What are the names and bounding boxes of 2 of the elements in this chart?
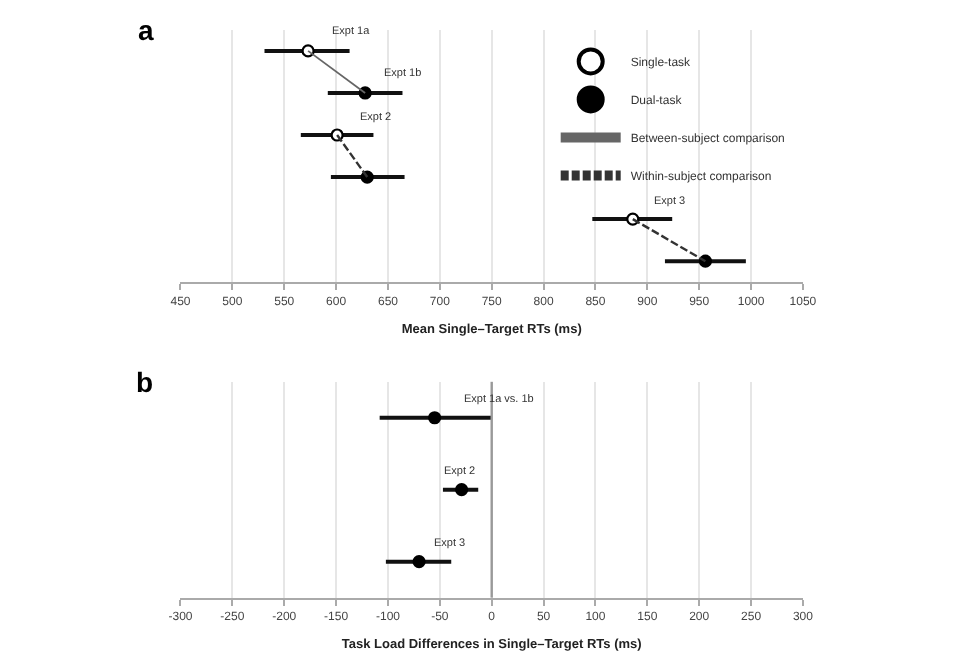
chart-title: a [138, 14, 154, 46]
chart-title: b [136, 366, 154, 398]
